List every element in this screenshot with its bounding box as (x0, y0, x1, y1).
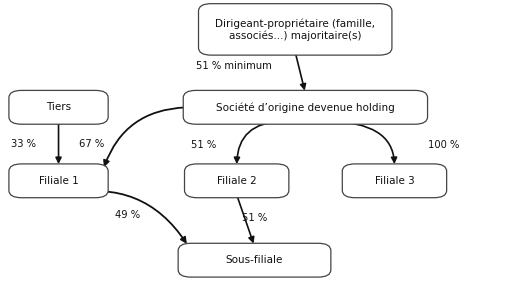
Text: Filiale 3: Filiale 3 (375, 176, 414, 186)
Text: 49 %: 49 % (115, 210, 139, 220)
Text: Sous-filiale: Sous-filiale (226, 255, 283, 265)
Text: Filiale 2: Filiale 2 (217, 176, 257, 186)
Text: Dirigeant-propriétaire (famille,
associés...) majoritaire(s): Dirigeant-propriétaire (famille, associé… (215, 18, 375, 41)
Text: 100 %: 100 % (428, 140, 459, 150)
FancyBboxPatch shape (183, 91, 428, 124)
FancyBboxPatch shape (342, 164, 447, 198)
Text: 51 %: 51 % (191, 140, 216, 150)
Text: 51 %: 51 % (242, 213, 267, 223)
Text: Société d’origine devenue holding: Société d’origine devenue holding (216, 102, 395, 113)
Text: Tiers: Tiers (46, 102, 71, 112)
FancyBboxPatch shape (199, 4, 392, 55)
Text: 33 %: 33 % (11, 139, 36, 149)
Text: 51 % minimum: 51 % minimum (196, 61, 272, 71)
FancyBboxPatch shape (184, 164, 289, 198)
Text: 67 %: 67 % (79, 139, 104, 149)
FancyBboxPatch shape (9, 91, 108, 124)
Text: Filiale 1: Filiale 1 (39, 176, 78, 186)
FancyBboxPatch shape (9, 164, 108, 198)
FancyBboxPatch shape (178, 243, 331, 277)
